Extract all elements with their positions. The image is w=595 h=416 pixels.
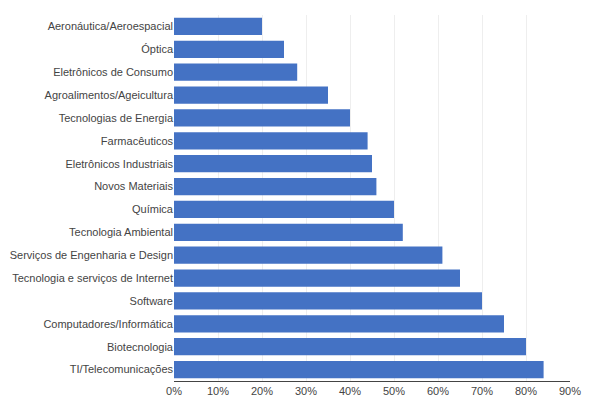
svg-text:Computadores/Informática: Computadores/Informática (43, 318, 173, 330)
svg-text:Química: Química (132, 203, 174, 215)
svg-text:Biotecnologia: Biotecnologia (107, 341, 174, 353)
svg-text:30%: 30% (295, 385, 317, 397)
svg-text:10%: 10% (207, 385, 229, 397)
svg-text:40%: 40% (339, 385, 361, 397)
svg-text:Software: Software (130, 295, 173, 307)
svg-text:50%: 50% (383, 385, 405, 397)
svg-text:Aeronáutica/Aeroespacial: Aeronáutica/Aeroespacial (48, 20, 173, 32)
svg-text:Tecnologias de Energia: Tecnologias de Energia (59, 112, 174, 124)
svg-text:Óptica: Óptica (141, 43, 174, 55)
svg-text:70%: 70% (471, 385, 493, 397)
svg-text:Eletrônicos Industriais: Eletrônicos Industriais (65, 158, 173, 170)
svg-text:90%: 90% (559, 385, 581, 397)
svg-text:60%: 60% (427, 385, 449, 397)
svg-text:Novos Materiais: Novos Materiais (94, 180, 173, 192)
svg-text:Eletrônicos de Consumo: Eletrônicos de Consumo (53, 66, 173, 78)
svg-text:Tecnologia e serviços de Inter: Tecnologia e serviços de Internet (12, 272, 173, 284)
svg-text:20%: 20% (251, 385, 273, 397)
svg-text:Tecnologia Ambiental: Tecnologia Ambiental (69, 226, 173, 238)
svg-text:Farmacêuticos: Farmacêuticos (101, 135, 174, 147)
svg-text:Serviços de Engenharia e Desig: Serviços de Engenharia e Design (10, 249, 173, 261)
svg-text:0%: 0% (166, 385, 182, 397)
svg-text:Agroalimentos/Ageicultura: Agroalimentos/Ageicultura (45, 89, 174, 101)
svg-text:TI/Telecomunicações: TI/Telecomunicações (70, 363, 174, 375)
svg-text:80%: 80% (515, 385, 537, 397)
